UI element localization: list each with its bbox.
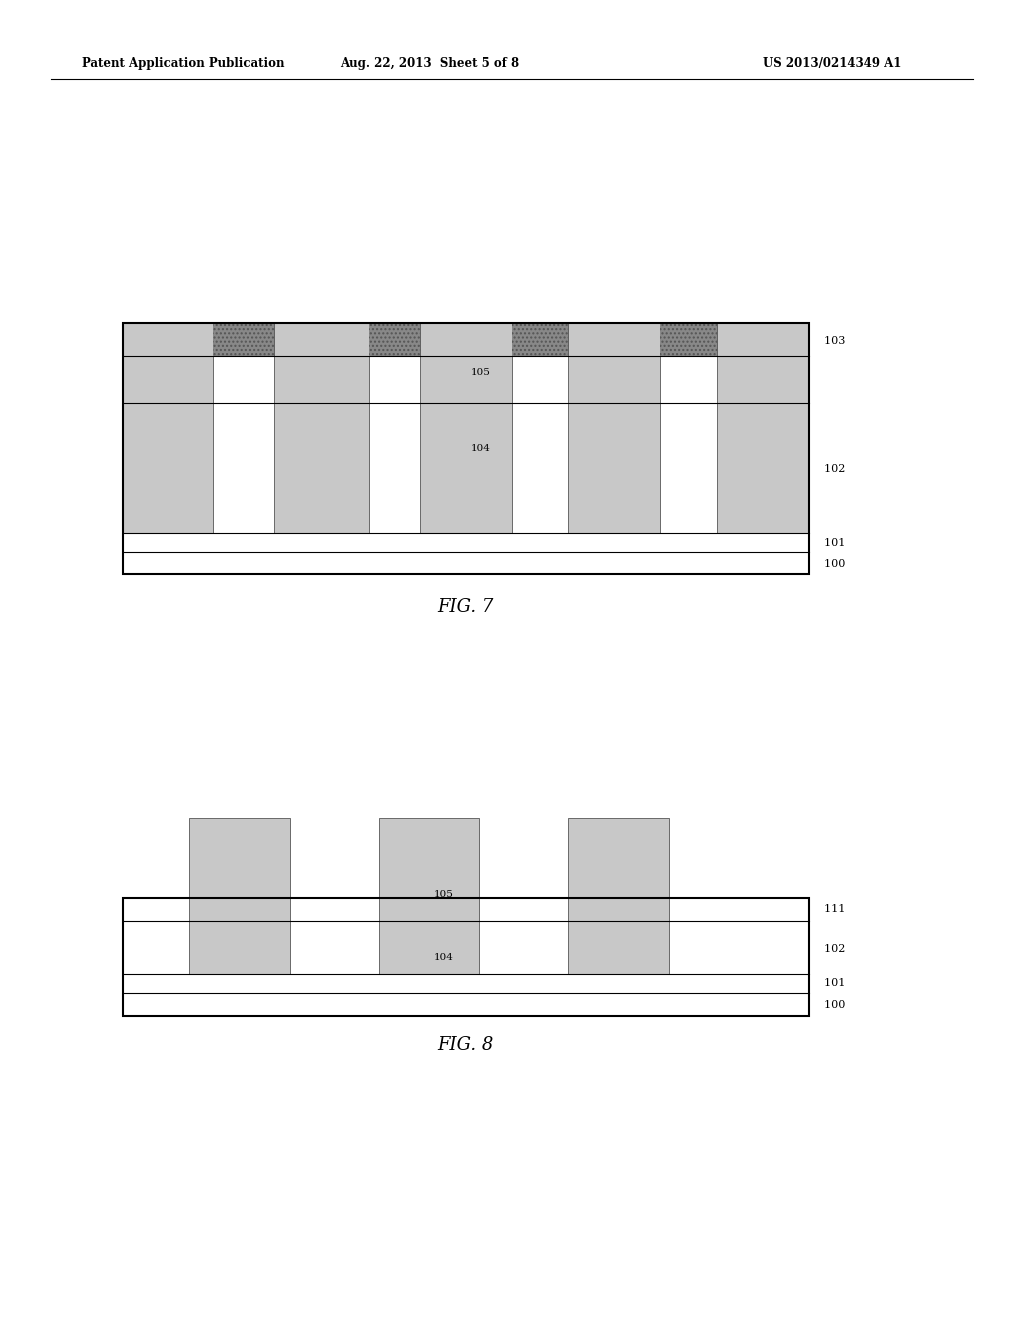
Text: 101⁠: 101⁠ [824,537,846,548]
Bar [123,323,809,574]
Bar [123,323,213,356]
Text: FIG. 8: FIG. 8 [437,1036,495,1055]
Text: 104: 104 [471,445,490,453]
Bar [717,356,809,533]
Bar [420,323,512,356]
Bar [568,323,660,356]
Bar [213,323,274,356]
Bar [123,356,213,533]
Bar [369,323,420,356]
Bar [123,974,809,993]
Text: 101⁠: 101⁠ [824,978,846,989]
Bar [123,323,809,356]
Bar [568,356,660,533]
Text: 102⁠: 102⁠ [824,463,846,474]
Bar [274,323,369,356]
Text: 105: 105 [471,368,490,376]
Bar [123,898,809,921]
Bar [420,356,512,533]
Bar [512,323,568,356]
Text: US 2013/0214349 A1: US 2013/0214349 A1 [763,57,901,70]
Bar [660,323,717,356]
Text: 105: 105 [434,891,454,899]
Bar [123,403,809,533]
Text: 103⁠: 103⁠ [824,335,846,346]
Text: 100⁠: 100⁠ [824,999,846,1010]
Text: 100⁠: 100⁠ [824,558,846,569]
Text: Aug. 22, 2013  Sheet 5 of 8: Aug. 22, 2013 Sheet 5 of 8 [341,57,519,70]
Bar [123,921,809,974]
Text: 102⁠: 102⁠ [824,944,846,954]
Bar [123,533,809,552]
Bar [660,323,717,356]
Bar [717,323,809,356]
Bar [369,323,420,356]
Text: 111⁠: 111⁠ [824,904,846,915]
Bar [512,323,568,356]
Bar [123,993,809,1016]
Text: FIG. 7: FIG. 7 [437,598,495,616]
Bar [568,818,669,974]
Bar [189,818,290,974]
Bar [213,323,274,356]
Bar [123,323,809,356]
Text: 104: 104 [434,953,454,961]
Bar [123,552,809,574]
Bar [123,898,809,1016]
Bar [274,356,369,533]
Bar [379,818,479,974]
Text: Patent Application Publication: Patent Application Publication [82,57,285,70]
